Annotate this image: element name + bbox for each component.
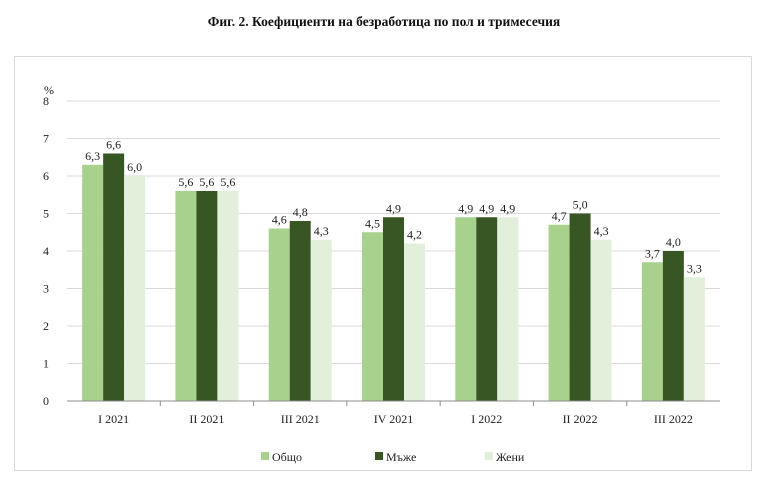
bar (662, 251, 684, 401)
data-labels: 6,3 6,6 6,0 5,6 5,6 5,6 4,6 4,8 4,3 4,5 4,9 4,2 4,9 4… (85, 138, 702, 276)
bar (82, 164, 104, 401)
bar (124, 176, 146, 401)
bars (82, 153, 705, 401)
x-tick-label: IV 2021 (374, 412, 413, 426)
legend-label: Общо (272, 450, 302, 464)
legend-swatch (261, 452, 269, 460)
data-label: 4,0 (666, 235, 681, 249)
y-tick-label: 1 (43, 357, 49, 371)
y-tick-label: 0 (43, 394, 49, 408)
bar (175, 191, 197, 401)
data-label: 4,7 (552, 209, 567, 223)
legend-label: Жени (496, 450, 525, 464)
data-label: 6,0 (127, 160, 142, 174)
legend-label: Мъже (386, 450, 416, 464)
bar-chart: 0 1 2 3 4 5 6 7 8% I 2021 II 2021 III 2021 IV 2021 I … (43, 83, 720, 464)
data-label: 4,3 (594, 224, 609, 238)
data-label: 4,9 (386, 201, 401, 215)
chart-title: Фиг. 2. Коефициенти на безработица по по… (207, 14, 561, 29)
y-tick-label: 4 (43, 244, 49, 258)
bar (548, 224, 570, 401)
data-label: 4,9 (458, 201, 473, 215)
y-tick-label: 5 (43, 207, 49, 221)
axes: 0 1 2 3 4 5 6 7 8% I 2021 II 2021 III 2021 IV 2021 I … (43, 83, 720, 426)
legend-swatch (485, 452, 493, 460)
bar (196, 191, 218, 401)
x-tick-label: II 2022 (563, 412, 598, 426)
bar (683, 277, 705, 401)
y-tick-label: 6 (43, 169, 49, 183)
y-tick-label: 7 (43, 132, 49, 146)
data-label: 4,5 (365, 216, 380, 230)
data-label: 5,6 (220, 175, 235, 189)
chart-frame: 0 1 2 3 4 5 6 7 8% I 2021 II 2021 III 2021 IV 2021 I … (14, 56, 752, 471)
legend: Общо Мъже Жени (261, 450, 525, 464)
x-tick-label: II 2021 (189, 412, 224, 426)
bar (455, 217, 477, 401)
data-label: 3,3 (687, 261, 702, 275)
data-label: 4,6 (272, 213, 287, 227)
x-tick-label: III 2022 (654, 412, 693, 426)
y-tick-label: 8 (43, 94, 49, 108)
data-label: 6,6 (106, 138, 121, 152)
bar (268, 228, 290, 401)
bar (641, 262, 663, 401)
data-label: 4,9 (479, 201, 494, 215)
bar (383, 217, 404, 401)
bar (289, 221, 311, 401)
bar (497, 217, 519, 401)
bar (569, 213, 591, 401)
x-tick-label: III 2021 (281, 412, 320, 426)
data-label: 5,6 (178, 175, 193, 189)
bar (217, 191, 239, 401)
data-label: 4,2 (407, 228, 422, 242)
bar (362, 232, 383, 401)
bar (103, 153, 125, 401)
data-label: 6,3 (85, 149, 100, 163)
bar (476, 217, 498, 401)
data-label: 4,9 (500, 201, 515, 215)
data-label: 4,3 (314, 224, 329, 238)
x-tick-label: I 2022 (471, 412, 502, 426)
bar (404, 243, 425, 401)
legend-swatch (375, 452, 383, 460)
y-unit-label: % (44, 83, 54, 97)
data-label: 3,7 (645, 246, 660, 260)
data-label: 5,6 (199, 175, 214, 189)
y-tick-label: 2 (43, 319, 49, 333)
y-tick-label: 3 (43, 282, 49, 296)
bar (590, 239, 612, 401)
bar (310, 239, 332, 401)
data-label: 4,8 (293, 205, 308, 219)
data-label: 5,0 (573, 198, 588, 212)
x-tick-label: I 2021 (98, 412, 129, 426)
